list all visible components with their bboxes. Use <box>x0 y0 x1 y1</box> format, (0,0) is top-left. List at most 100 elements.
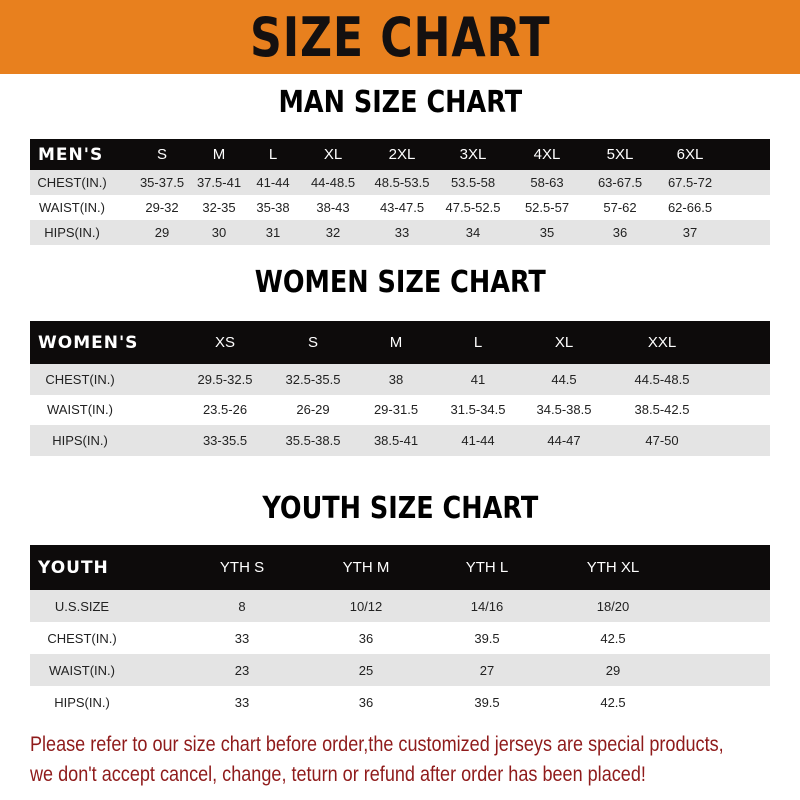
men-section-title: MAN SIZE CHART <box>278 85 522 120</box>
size-header: 6XL <box>676 146 704 163</box>
measurement-value: 67.5-72 <box>667 175 713 190</box>
measurement-value: 26-29 <box>296 402 330 418</box>
size-header: YTH XL <box>586 559 640 576</box>
measurement-value: 53.5-58 <box>450 175 496 190</box>
table-row: CHEST(IN.) 29.5-32.5 32.5-35.5 38 41 44.5 44.5… <box>30 364 770 395</box>
measurement-label: HIPS(IN.) <box>44 225 100 240</box>
measurement-value: 34 <box>465 225 481 240</box>
size-header: M <box>389 334 403 351</box>
measurement-value: 42.5 <box>600 630 626 646</box>
measurement-value: 41-44 <box>256 175 290 190</box>
measurement-label: U.S.SIZE <box>54 598 110 614</box>
table-row: HIPS(IN.) 33 36 39.5 42.5 <box>30 686 770 718</box>
size-header: L <box>268 146 278 163</box>
size-header: 5XL <box>606 146 634 163</box>
size-header: YTH S <box>219 559 265 576</box>
table-row: CHEST(IN.) 33 36 39.5 42.5 <box>30 622 770 654</box>
measurement-label: WAIST(IN.) <box>49 662 115 678</box>
size-header: XL <box>323 146 343 163</box>
measurement-label: WAIST(IN.) <box>47 402 113 418</box>
measurement-value: 29 <box>154 225 170 240</box>
measurement-value: 35-38 <box>256 200 290 215</box>
measurement-label: HIPS(IN.) <box>54 694 110 710</box>
measurement-value: 33 <box>234 694 250 710</box>
measurement-value: 29-32 <box>145 200 179 215</box>
measurement-value: 34.5-38.5 <box>536 402 592 418</box>
measurement-label: CHEST(IN.) <box>47 630 117 646</box>
youth-table-label: YOUTH <box>38 557 109 578</box>
measurement-value: 62-66.5 <box>667 200 713 215</box>
measurement-value: 37.5-41 <box>196 175 242 190</box>
women-header-row: WOMEN'S XS S M L XL XXL <box>30 321 770 364</box>
measurement-value: 36 <box>358 694 374 710</box>
measurement-value: 36 <box>358 630 374 646</box>
measurement-value: 39.5 <box>474 630 500 646</box>
banner-title: SIZE CHART <box>249 5 551 69</box>
measurement-value: 8 <box>238 598 246 614</box>
size-header: L <box>473 334 483 351</box>
measurement-value: 32-35 <box>202 200 236 215</box>
measurement-value: 44-47 <box>547 432 581 448</box>
measurement-label: CHEST(IN.) <box>37 175 107 190</box>
notice-line-1: Please refer to our size chart before or… <box>30 733 724 756</box>
size-header: XXL <box>647 334 677 351</box>
size-header: S <box>156 146 168 163</box>
measurement-value: 43-47.5 <box>379 200 425 215</box>
measurement-value: 14/16 <box>470 598 504 614</box>
measurement-value: 36 <box>612 225 628 240</box>
size-header: 4XL <box>533 146 561 163</box>
measurement-value: 47.5-52.5 <box>445 200 501 215</box>
table-row: HIPS(IN.) 29 30 31 32 33 34 35 36 37 <box>30 220 770 245</box>
measurement-value: 30 <box>211 225 227 240</box>
measurement-value: 52.5-57 <box>524 200 570 215</box>
measurement-value: 44-48.5 <box>310 175 356 190</box>
measurement-value: 42.5 <box>600 694 626 710</box>
measurement-label: HIPS(IN.) <box>52 432 108 448</box>
measurement-value: 63-67.5 <box>597 175 643 190</box>
table-row: WAIST(IN.) 23.5-26 26-29 29-31.5 31.5-34.5 34… <box>30 394 770 425</box>
measurement-value: 47-50 <box>645 432 679 448</box>
measurement-value: 38.5-42.5 <box>634 402 690 418</box>
measurement-value: 27 <box>479 662 495 678</box>
size-header: 2XL <box>388 146 416 163</box>
men-header-row: MEN'S S M L XL 2XL 3XL 4XL 5XL 6XL <box>30 139 770 170</box>
measurement-value: 23 <box>234 662 250 678</box>
measurement-value: 58-63 <box>530 175 564 190</box>
men-table-label: MEN'S <box>38 144 104 165</box>
table-row: U.S.SIZE 8 10/12 14/16 18/20 <box>30 590 770 622</box>
size-chart-banner: SIZE CHART <box>0 0 800 74</box>
measurement-value: 35-37.5 <box>139 175 185 190</box>
measurement-value: 32.5-35.5 <box>285 371 341 387</box>
measurement-value: 44.5-48.5 <box>634 371 690 387</box>
measurement-value: 38-43 <box>316 200 350 215</box>
size-header: M <box>212 146 226 163</box>
youth-header-row: YOUTH YTH S YTH M YTH L YTH XL <box>30 545 770 590</box>
size-header: XL <box>554 334 574 351</box>
measurement-value: 25 <box>358 662 374 678</box>
measurement-value: 44.5 <box>551 371 577 387</box>
table-row: HIPS(IN.) 33-35.5 35.5-38.5 38.5-41 41-44 44-… <box>30 425 770 456</box>
measurement-value: 29 <box>605 662 621 678</box>
measurement-value: 39.5 <box>474 694 500 710</box>
measurement-value: 33-35.5 <box>202 432 248 448</box>
youth-section-title: YOUTH SIZE CHART <box>262 491 538 526</box>
measurement-value: 29.5-32.5 <box>197 371 253 387</box>
measurement-value: 31 <box>265 225 281 240</box>
measurement-value: 18/20 <box>596 598 630 614</box>
measurement-value: 48.5-53.5 <box>374 175 430 190</box>
measurement-value: 33 <box>234 630 250 646</box>
table-row: WAIST(IN.) 23 25 27 29 <box>30 654 770 686</box>
size-header: 3XL <box>459 146 487 163</box>
size-header: YTH L <box>465 559 509 576</box>
measurement-value: 41-44 <box>461 432 495 448</box>
measurement-value: 38.5-41 <box>373 432 419 448</box>
measurement-value: 57-62 <box>603 200 637 215</box>
measurement-value: 33 <box>394 225 410 240</box>
measurement-value: 10/12 <box>349 598 383 614</box>
measurement-value: 35 <box>539 225 555 240</box>
table-row: WAIST(IN.) 29-32 32-35 35-38 38-43 43-47.5 47.… <box>30 195 770 220</box>
measurement-value: 32 <box>325 225 341 240</box>
notice-line-2: we don't accept cancel, change, teturn o… <box>30 763 646 786</box>
women-section-title: WOMEN SIZE CHART <box>254 265 546 300</box>
measurement-value: 29-31.5 <box>373 402 419 418</box>
